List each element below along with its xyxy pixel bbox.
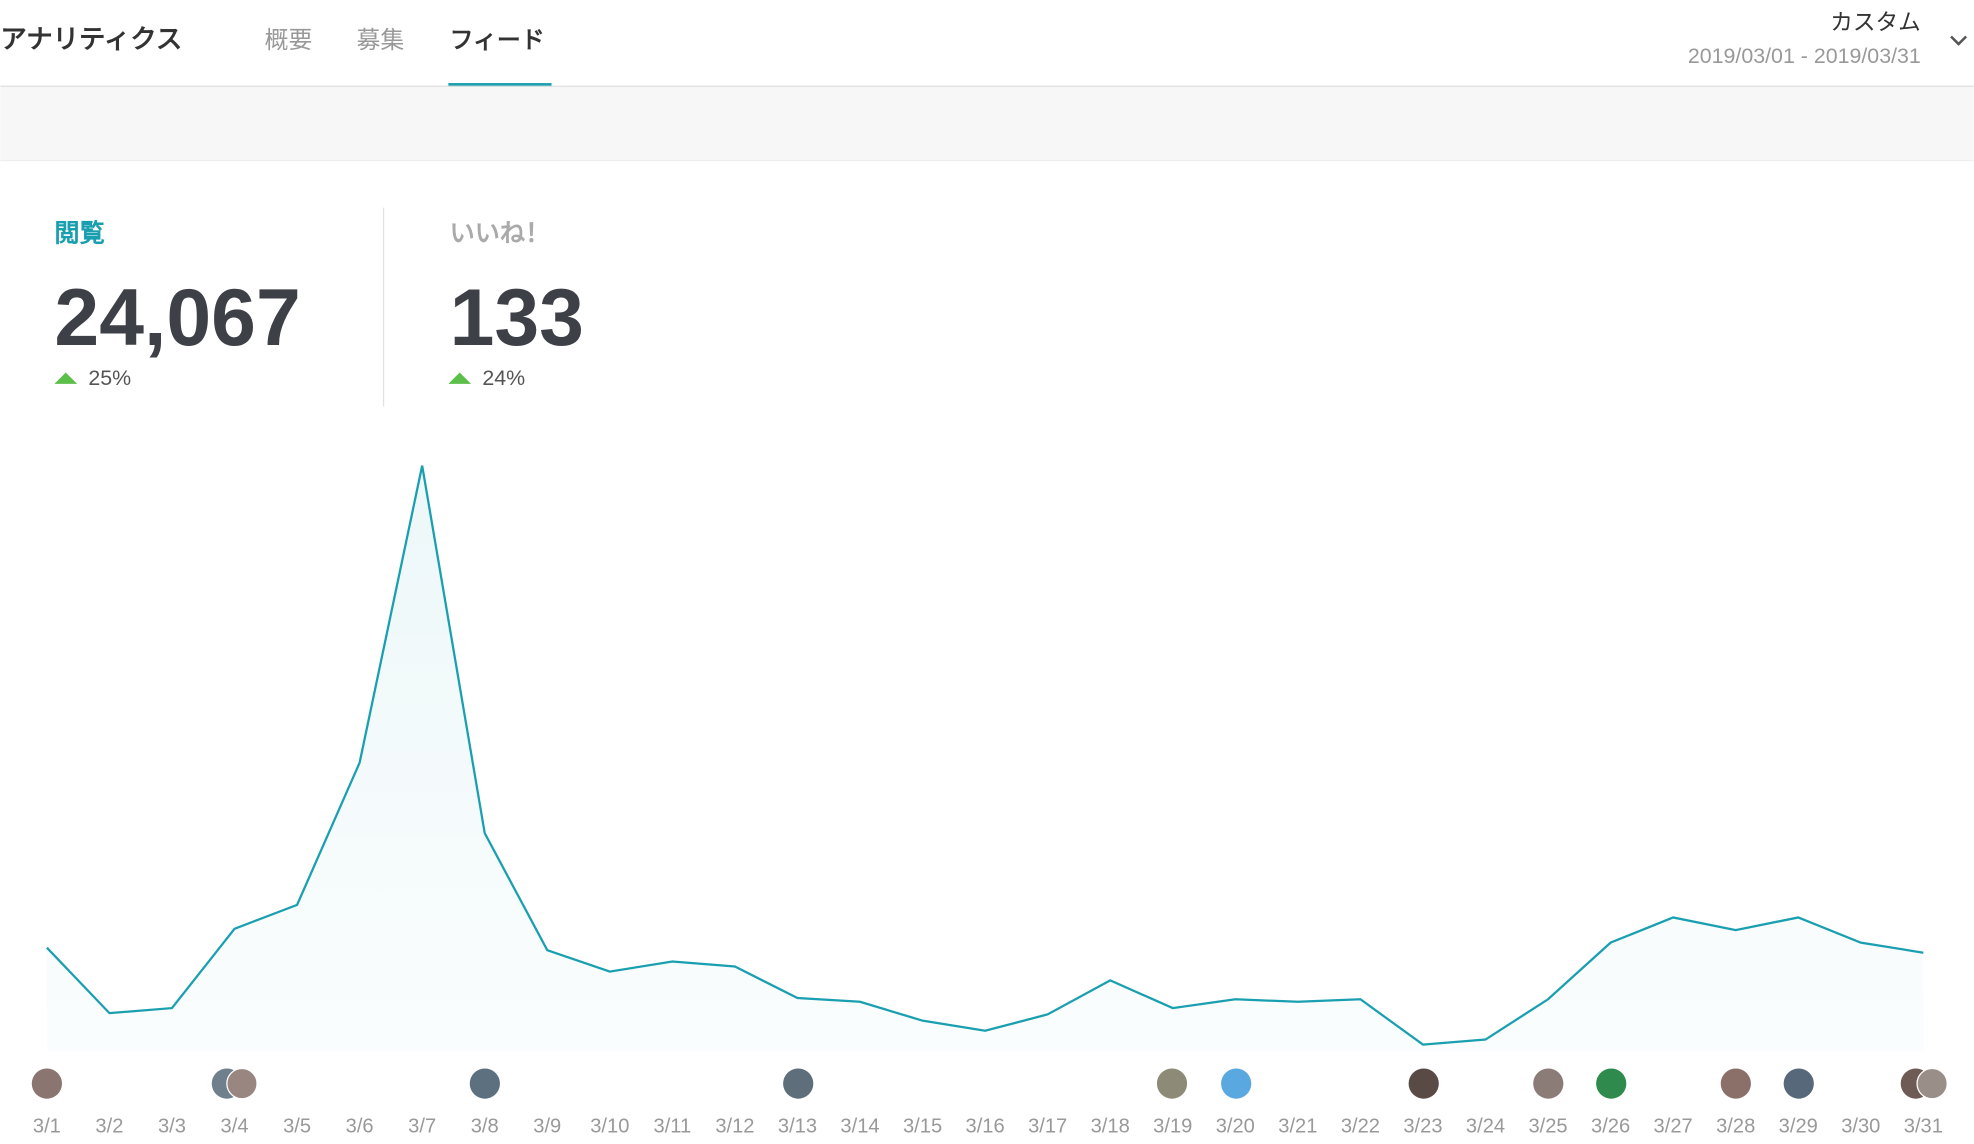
avatar[interactable] <box>226 1067 258 1100</box>
x-tick-label: 3/19 <box>1153 1116 1192 1138</box>
tab-indicator <box>448 83 552 87</box>
avatar[interactable] <box>31 1068 62 1099</box>
x-tick-label: 3/2 <box>95 1116 123 1138</box>
dropdown-chevron[interactable] <box>1950 35 1968 46</box>
x-tick-label: 3/13 <box>778 1116 817 1138</box>
stat-label[interactable]: 閲覧 <box>54 220 104 248</box>
stat-label[interactable]: いいね！ <box>450 220 551 248</box>
x-tick-label: 3/23 <box>1403 1116 1442 1138</box>
line <box>46 465 1924 1046</box>
header <box>0 0 1974 86</box>
x-tick-label: 3/12 <box>715 1116 754 1138</box>
avatar[interactable] <box>1221 1068 1252 1099</box>
x-tick-label: 3/24 <box>1466 1116 1505 1138</box>
stat-change: 24% <box>482 366 525 390</box>
x-tick-label: 3/27 <box>1654 1116 1693 1138</box>
x-tick-label: 3/18 <box>1091 1116 1130 1138</box>
avatar[interactable] <box>783 1068 814 1099</box>
x-tick-label: 3/21 <box>1278 1116 1317 1138</box>
x-tick-label: 3/25 <box>1528 1116 1567 1138</box>
x-tick-label: 3/15 <box>903 1116 942 1138</box>
x-tick-label: 3/4 <box>221 1116 249 1138</box>
x-tick-label: 3/1 <box>33 1116 61 1138</box>
x-tick-label: 3/5 <box>283 1116 311 1138</box>
avatar[interactable] <box>1408 1068 1439 1099</box>
avatar[interactable] <box>1720 1068 1751 1099</box>
x-tick-label: 3/22 <box>1341 1116 1380 1138</box>
x-tick-label: 3/3 <box>158 1116 186 1138</box>
x-tick-label: 3/16 <box>966 1116 1005 1138</box>
avatar[interactable] <box>469 1068 500 1099</box>
x-tick-label: 3/28 <box>1716 1116 1755 1138</box>
x-tick-label: 3/30 <box>1841 1116 1880 1138</box>
stat-change: 25% <box>88 366 131 390</box>
post-avatars <box>31 1067 1948 1100</box>
avatar[interactable] <box>1916 1067 1948 1100</box>
tab-active[interactable]: フィード <box>450 27 545 54</box>
up-arrow <box>54 372 78 384</box>
x-tick-label: 3/20 <box>1216 1116 1255 1138</box>
tab[interactable]: 概要 <box>265 27 313 54</box>
avatar[interactable] <box>1156 1068 1188 1099</box>
date-range[interactable]: 2019/03/01 - 2019/03/31 <box>1688 44 1921 68</box>
up-arrow <box>448 372 472 384</box>
x-tick-label: 3/9 <box>533 1116 561 1138</box>
stat-value: 133 <box>450 273 584 363</box>
range-label[interactable]: カスタム <box>1830 9 1921 35</box>
tab[interactable]: 募集 <box>356 27 404 54</box>
x-tick-label: 3/29 <box>1779 1116 1818 1138</box>
x-tick-label: 3/7 <box>408 1116 436 1138</box>
x-tick-label: 3/8 <box>471 1116 499 1138</box>
x-tick-label: 3/31 <box>1904 1116 1943 1138</box>
x-tick-label: 3/26 <box>1591 1116 1630 1138</box>
x-tick-label: 3/17 <box>1028 1116 1067 1138</box>
band <box>0 86 1974 160</box>
avatar[interactable] <box>1533 1068 1564 1099</box>
app-title: アナリティクス <box>0 24 182 54</box>
avatar[interactable] <box>1596 1068 1627 1099</box>
stat-value: 24,067 <box>54 273 300 363</box>
x-tick-label: 3/11 <box>654 1116 692 1138</box>
x-tick-label: 3/10 <box>590 1116 629 1138</box>
area <box>46 465 1924 1051</box>
x-tick-label: 3/14 <box>840 1116 879 1138</box>
x-tick-label: 3/6 <box>346 1116 374 1138</box>
avatar[interactable] <box>1783 1068 1814 1099</box>
